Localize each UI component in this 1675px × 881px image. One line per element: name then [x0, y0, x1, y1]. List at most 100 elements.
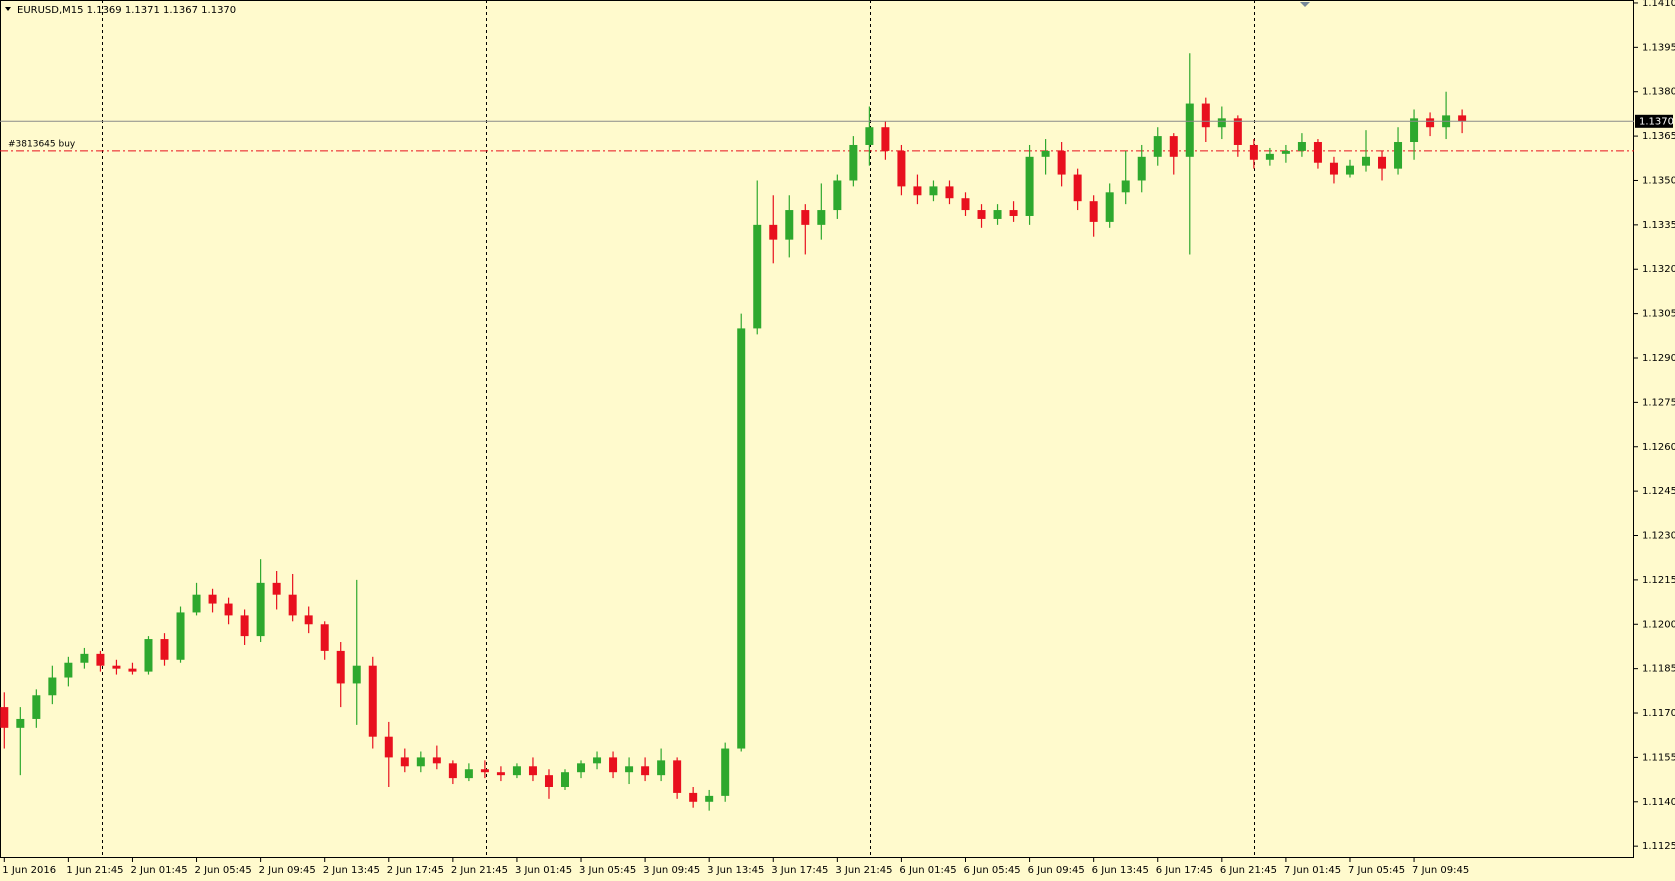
y-tick-label: 1.1170 [1642, 708, 1675, 719]
y-tick-label: 1.1140 [1642, 797, 1675, 808]
x-tick-label: 6 Jun 21:45 [1220, 865, 1277, 876]
candle-body [689, 792, 698, 802]
candle-body [400, 757, 409, 767]
candle-body [208, 594, 217, 604]
candle-body [336, 650, 345, 684]
candle-body [945, 186, 954, 199]
candle-body [705, 795, 714, 802]
candle-body [16, 718, 25, 728]
candle-body [1410, 118, 1419, 143]
y-tick-label: 1.1245 [1642, 486, 1675, 497]
candle-body [48, 677, 57, 696]
candle-body [1362, 156, 1370, 166]
candle-body [961, 198, 970, 211]
y-tick-label: 1.1335 [1642, 220, 1675, 231]
y-tick-label: 1.1200 [1642, 619, 1675, 630]
candle-body [865, 127, 874, 145]
candle-body [561, 772, 569, 787]
candle-body [512, 766, 521, 776]
candle-body [432, 757, 441, 764]
candle-body [577, 763, 586, 773]
candle-body [817, 210, 826, 225]
candle-body [1185, 103, 1194, 157]
candle-body [1313, 142, 1322, 163]
candle-body [32, 695, 41, 719]
x-tick-label: 6 Jun 17:45 [1156, 865, 1213, 876]
candle-body [1281, 150, 1290, 154]
candle-body [64, 662, 73, 678]
x-tick-label: 3 Jun 09:45 [643, 865, 700, 876]
order-line-label: #3813645 buy [8, 139, 76, 149]
candle-body [496, 772, 505, 776]
candle-body [801, 210, 810, 225]
candle-body [993, 210, 1002, 219]
candle-body [96, 653, 105, 666]
candle-body [384, 736, 393, 758]
price-label-box [1635, 114, 1673, 128]
candle-body [1217, 118, 1226, 128]
candle-body [897, 150, 906, 187]
candle-body [1153, 136, 1162, 157]
x-tick-label: 3 Jun 21:45 [835, 865, 892, 876]
candle-body [304, 615, 313, 625]
candle-body [0, 707, 9, 728]
candle-body [528, 766, 537, 776]
candle-body [769, 224, 778, 240]
x-tick-label: 6 Jun 13:45 [1092, 865, 1149, 876]
candle-body [192, 594, 201, 613]
candle-body [1009, 210, 1018, 216]
candle-body [1041, 150, 1050, 157]
x-tick-label: 2 Jun 05:45 [195, 865, 252, 876]
x-tick-label: 2 Jun 09:45 [259, 865, 316, 876]
candle-body [1265, 153, 1274, 160]
candle-body [785, 210, 794, 240]
candle-body [609, 757, 618, 773]
y-tick-label: 1.1350 [1642, 175, 1675, 186]
candle-body [721, 748, 730, 796]
y-tick-label: 1.1365 [1642, 131, 1675, 142]
candle-body [80, 653, 89, 663]
x-tick-label: 6 Jun 09:45 [1028, 865, 1085, 876]
x-tick-label: 6 Jun 01:45 [899, 865, 956, 876]
candle-body [448, 763, 457, 779]
candle-body [1105, 192, 1114, 222]
x-tick-label: 7 Jun 09:45 [1412, 865, 1469, 876]
candle-body [913, 186, 922, 196]
candle-body [240, 615, 249, 637]
candle-body [256, 582, 265, 637]
y-tick-label: 1.1380 [1642, 87, 1675, 98]
candle-body [1073, 174, 1082, 202]
y-tick-label: 1.1125 [1642, 841, 1675, 852]
period-separators [102, 0, 1255, 858]
x-tick-label: 1 Jun 2016 [2, 865, 56, 876]
candle-body [1458, 115, 1467, 122]
y-tick-label: 1.1215 [1642, 575, 1675, 586]
x-tick-label: 2 Jun 01:45 [130, 865, 187, 876]
candle-body [1057, 150, 1066, 175]
x-tick-label: 6 Jun 05:45 [964, 865, 1021, 876]
candle-body [1137, 156, 1146, 181]
y-tick-label: 1.1155 [1642, 752, 1675, 763]
x-tick-label: 1 Jun 21:45 [66, 865, 123, 876]
x-tick-label: 3 Jun 05:45 [579, 865, 636, 876]
x-tick-label: 2 Jun 21:45 [451, 865, 508, 876]
candle-body [593, 757, 602, 764]
candle-body [753, 224, 762, 329]
candle-body [1297, 142, 1306, 151]
y-tick-label: 1.1230 [1642, 531, 1675, 542]
y-tick-label: 1.1305 [1642, 309, 1675, 320]
candle-body [833, 180, 842, 211]
plot-frame [0, 0, 1634, 858]
y-tick-label: 1.1275 [1642, 397, 1675, 408]
candle-body [1089, 201, 1098, 222]
y-tick-label: 1.1320 [1642, 264, 1675, 275]
shift-marker [1300, 2, 1310, 7]
candle-body [1233, 118, 1242, 145]
x-tick-label: 3 Jun 13:45 [707, 865, 764, 876]
candle-body [977, 210, 986, 219]
x-tick-label: 3 Jun 17:45 [771, 865, 828, 876]
